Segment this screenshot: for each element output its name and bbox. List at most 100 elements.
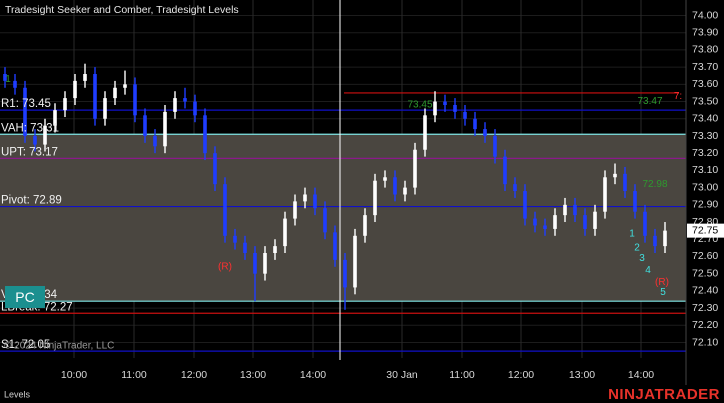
y-tick-label: 72.30 — [692, 302, 718, 314]
annotation: 1 — [629, 229, 635, 240]
annotation: 73.45 — [407, 100, 432, 111]
annotation: (R) — [218, 261, 232, 272]
bar-body — [63, 98, 67, 111]
bar-body — [323, 208, 327, 233]
bar-body — [413, 149, 417, 188]
x-tick-label: 11:00 — [121, 369, 147, 381]
x-tick-label: 11:00 — [449, 369, 475, 381]
bar-body — [473, 118, 477, 130]
bar-body — [223, 184, 227, 236]
y-tick-label: 73.80 — [692, 44, 718, 56]
bar-body — [523, 191, 527, 219]
bar-body — [123, 84, 127, 88]
bar-body — [653, 235, 657, 247]
y-tick-label: 72.40 — [692, 285, 718, 297]
bar-body — [33, 135, 37, 145]
last-price-label: 72.75 — [692, 224, 718, 236]
y-tick-label: 73.90 — [692, 26, 718, 38]
y-tick-label: 72.60 — [692, 250, 718, 262]
y-tick-label: 73.10 — [692, 164, 718, 176]
bar-body — [193, 101, 197, 116]
annotation: 2 — [634, 242, 640, 253]
fills — [0, 134, 686, 302]
bar-body — [73, 80, 77, 99]
x-tick-label: 12:00 — [181, 369, 207, 381]
level-label: R1: 73.45 — [1, 98, 51, 110]
bar-body — [663, 230, 667, 247]
bar-body — [233, 235, 237, 243]
bar-body — [253, 253, 257, 274]
bar-body — [83, 74, 87, 81]
bar-body — [383, 177, 387, 181]
bar-body — [293, 201, 297, 219]
annotation: 3 — [639, 253, 645, 264]
bar-body — [463, 111, 467, 119]
bars — [3, 63, 667, 310]
bar-body — [423, 115, 427, 150]
y-tick-label: 73.70 — [692, 61, 718, 73]
y-tick-label: 72.50 — [692, 267, 718, 279]
bar-body — [143, 115, 147, 136]
y-tick-label: 73.40 — [692, 113, 718, 125]
bar-body — [3, 74, 7, 81]
bar-body — [373, 180, 377, 216]
bar-body — [623, 173, 627, 192]
bar-body — [543, 225, 547, 229]
level-lines — [0, 92, 686, 352]
bar-body — [213, 153, 217, 185]
bar-body — [273, 246, 277, 254]
bar-body — [183, 98, 187, 102]
bar-body — [103, 98, 107, 119]
x-tick-label: 13:00 — [240, 369, 266, 381]
bar-body — [633, 191, 637, 212]
level-label: Pivot: 72.89 — [1, 195, 62, 207]
x-tick-label: 14:00 — [300, 369, 326, 381]
y-tick-label: 72.90 — [692, 199, 718, 211]
level-label: S1: 72.05 — [1, 339, 50, 351]
chart-title: Tradesight Seeker and Comber, Tradesight… — [5, 4, 239, 16]
x-tick-label: 12:00 — [508, 369, 534, 381]
bar-body — [553, 215, 557, 229]
bar-body — [343, 259, 347, 288]
last-price-box — [687, 223, 724, 238]
y-tick-label: 73.60 — [692, 78, 718, 90]
labels: 74.00 73.90 73.80 73.70 73.60 73.50 73.40 73.30… — [1, 9, 724, 381]
y-tick-label: 73.20 — [692, 147, 718, 159]
bar-body — [163, 111, 167, 147]
bar-body — [153, 135, 157, 147]
bar-body — [513, 184, 517, 192]
bar-body — [333, 232, 337, 260]
bar-body — [393, 177, 397, 195]
annotation: 72.98 — [642, 179, 667, 190]
bar-body — [113, 87, 117, 99]
value-area — [0, 134, 686, 302]
brand: NINJATRADER — [608, 386, 720, 403]
level-label: UPT: 73.17 — [1, 146, 58, 158]
bar-body — [573, 204, 577, 216]
x-tick-label: 10:00 — [61, 369, 87, 381]
bar-body — [603, 177, 607, 212]
bar-body — [203, 115, 207, 154]
bar-body — [363, 215, 367, 236]
bar-body — [453, 104, 457, 112]
bar-body — [503, 156, 507, 185]
bar-body — [613, 173, 617, 178]
bar-body — [243, 242, 247, 254]
bar-body — [93, 74, 97, 119]
bar-body — [13, 80, 17, 88]
level-label: VAH: 73.31 — [1, 122, 59, 134]
y-tick-label: 74.00 — [692, 9, 718, 21]
annotation: 7: — [674, 91, 682, 102]
bar-body — [583, 215, 587, 229]
bar-body — [443, 101, 447, 105]
bar-body — [313, 194, 317, 209]
annotation: 4 — [645, 265, 651, 276]
x-tick-label: 30 Jan — [386, 369, 418, 381]
bar-body — [493, 135, 497, 157]
pc-button[interactable]: PC — [5, 286, 45, 308]
bar-body — [643, 211, 647, 236]
bar-body — [133, 84, 137, 116]
y-tick-label: 73.30 — [692, 130, 718, 142]
y-tick-label: 73.50 — [692, 95, 718, 107]
